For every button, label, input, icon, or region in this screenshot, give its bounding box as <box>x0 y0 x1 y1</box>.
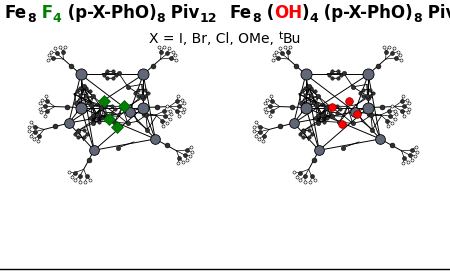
Text: F: F <box>36 4 53 22</box>
Text: Fe: Fe <box>230 4 252 22</box>
Text: t: t <box>278 31 283 41</box>
Text: Fe: Fe <box>5 4 27 22</box>
Text: (: ( <box>261 4 274 22</box>
Text: Piv: Piv <box>422 4 450 22</box>
Text: 8: 8 <box>156 12 165 24</box>
Text: 8: 8 <box>27 12 36 24</box>
Text: 12: 12 <box>199 12 217 24</box>
Text: OH: OH <box>274 4 302 22</box>
Text: (p-X-PhO): (p-X-PhO) <box>319 4 413 22</box>
Text: ): ) <box>302 4 310 22</box>
Text: 4: 4 <box>53 12 62 24</box>
Text: Piv: Piv <box>165 4 199 22</box>
Text: X = I, Br, Cl, OMe,: X = I, Br, Cl, OMe, <box>149 32 278 46</box>
Text: 8: 8 <box>252 12 261 24</box>
Text: 4: 4 <box>310 12 319 24</box>
Text: (p-X-PhO): (p-X-PhO) <box>62 4 156 22</box>
Text: Bu: Bu <box>283 32 301 46</box>
Text: 8: 8 <box>413 12 422 24</box>
